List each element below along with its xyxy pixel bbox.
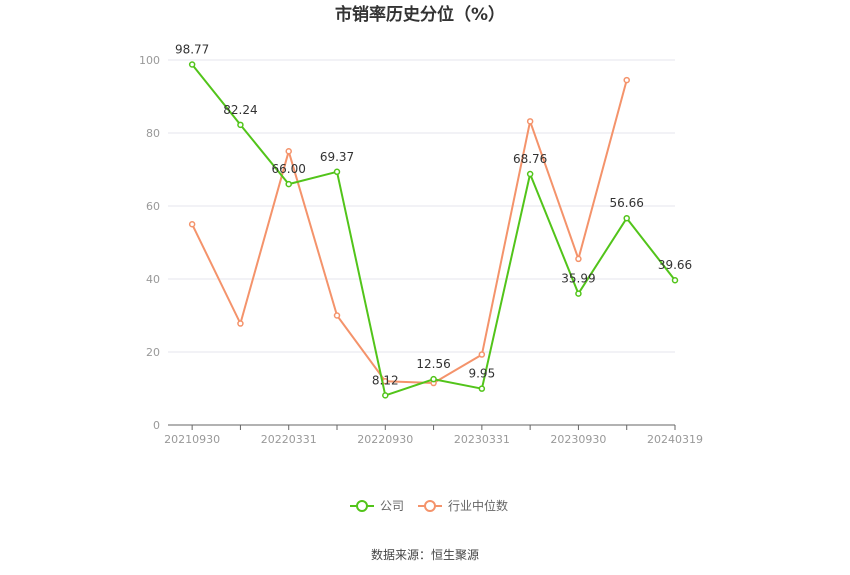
data-label: 82.24	[223, 103, 257, 117]
data-point	[285, 180, 292, 188]
data-label: 9.95	[468, 367, 495, 381]
data-point	[188, 221, 196, 228]
y-tick-label: 40	[146, 273, 160, 286]
legend-swatch-marker	[356, 500, 368, 512]
legend[interactable]: 公司 行业中位数	[350, 498, 508, 513]
y-tick-label: 0	[153, 419, 160, 432]
data-point	[623, 214, 630, 222]
data-label: 12.56	[416, 357, 450, 371]
x-tick-label: 20220331	[261, 433, 317, 446]
data-point	[575, 290, 582, 297]
legend-item-company[interactable]: 公司	[350, 499, 404, 513]
data-label: 35.99	[561, 272, 595, 286]
data-label: 68.76	[513, 152, 547, 166]
data-point	[237, 121, 244, 129]
series-industry-median	[188, 76, 630, 387]
data-label: 8.12	[372, 373, 399, 387]
series-line	[191, 79, 628, 384]
data-point	[333, 312, 341, 319]
data-point	[526, 118, 534, 125]
data-label: 69.37	[320, 150, 354, 164]
legend-label: 行业中位数	[448, 498, 508, 513]
data-point	[671, 276, 679, 284]
data-point	[478, 385, 486, 392]
legend-label: 公司	[380, 499, 404, 513]
data-point	[188, 61, 196, 68]
y-tick-label: 20	[146, 346, 160, 359]
y-tick-label: 60	[146, 200, 160, 213]
data-point	[430, 375, 437, 383]
data-point	[333, 168, 341, 176]
data-point	[382, 392, 389, 399]
x-tick-label: 20220930	[357, 433, 413, 446]
data-label: 66.00	[272, 162, 306, 176]
data-point	[285, 148, 292, 155]
series-layer: 98.77 82.24 66.00 69.37 8.12 12.56 9.95 68.76 35…	[175, 42, 692, 399]
data-point	[575, 255, 582, 263]
data-point	[237, 320, 244, 327]
y-tick-label: 100	[139, 54, 160, 67]
x-axis: 20210930 20220331 20220930 20230331 20230930…	[164, 424, 703, 446]
y-tick-label: 80	[146, 127, 160, 140]
x-tick-label: 20230331	[454, 433, 510, 446]
data-label: 98.77	[175, 42, 209, 56]
data-point	[478, 351, 486, 358]
chart-title: 市销率历史分位（%）	[335, 4, 505, 25]
y-axis: 0 20 40 60 80 100	[139, 54, 160, 432]
data-label: 39.66	[658, 258, 692, 272]
legend-item-industry-median[interactable]: 行业中位数	[418, 498, 508, 513]
data-label: 56.66	[610, 196, 644, 210]
source-note: 数据来源：恒生聚源	[371, 547, 479, 562]
data-point	[623, 76, 630, 84]
series-line	[191, 63, 676, 397]
series-company: 98.77 82.24 66.00 69.37 8.12 12.56 9.95 68.76 35…	[175, 42, 692, 399]
x-tick-label: 20230930	[550, 433, 606, 446]
x-tick-label: 20210930	[164, 433, 220, 446]
legend-swatch-marker	[424, 500, 436, 512]
data-point	[526, 170, 534, 178]
x-tick-label: 20240319	[647, 433, 703, 446]
